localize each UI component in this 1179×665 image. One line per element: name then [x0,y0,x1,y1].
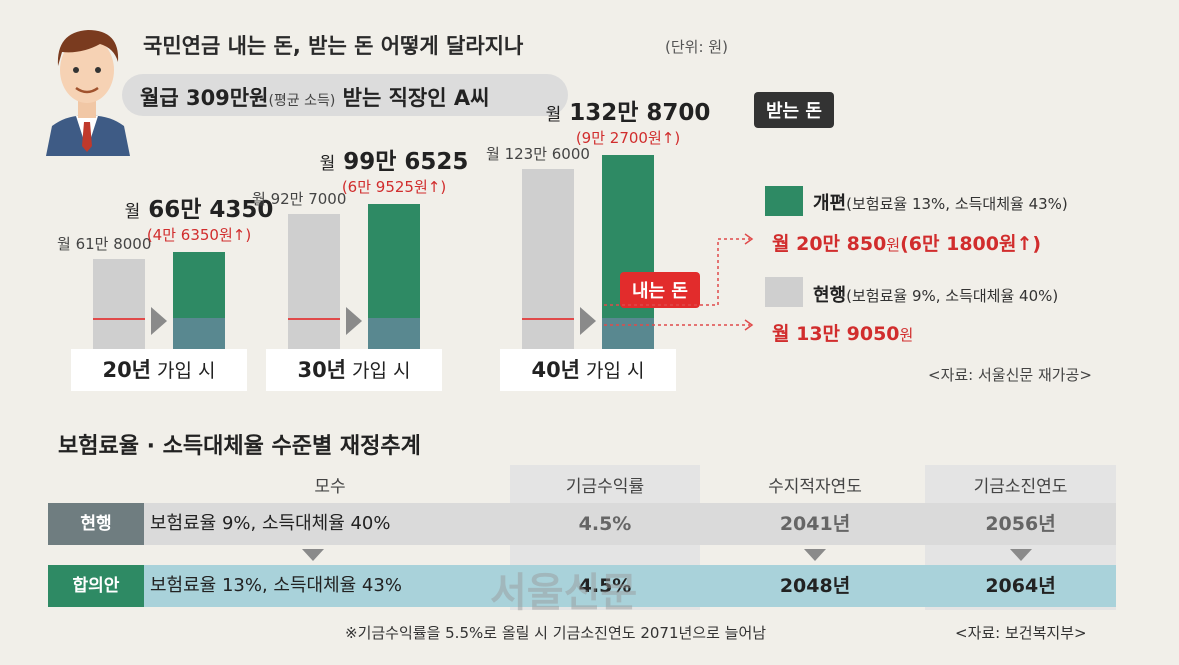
bar-current-2 [288,213,340,349]
down-arrow-params [302,549,324,561]
header-depletion: 기금소진연도 [973,477,1068,497]
bar-current-3 [522,168,574,349]
label-new-prefix-3: 월 [545,105,562,125]
infographic-title: 국민연금 내는 돈, 받는 돈 어떻게 달라지나 [143,34,524,58]
table-row-current [48,503,1116,545]
label-new-1: 월 66만 4350 [113,190,285,224]
row-current-params: 보험료율 9%, 소득대체율 40% [150,513,391,534]
label-new-2: 월 99만 6525 [308,142,480,176]
label-current-3: 월 123만 6000 [486,144,590,163]
table-footnote: ※기금수익률을 5.5%로 올릴 시 기금소진연도 2071년으로 늘어남 [345,624,767,642]
legend-current-swatch [765,277,803,307]
label-new-prefix-2: 월 [319,153,336,174]
subject-text: 월급 309만원(평균 소득) 받는 직장인 A씨 [140,82,489,112]
label-new-value-2: 99만 6525 [343,148,469,175]
period-label-3: 40년 가입 시 [500,349,676,391]
legend-current-note: (보험료율 9%, 소득대체율 40%) [846,287,1059,305]
row-current-return: 4.5% [578,513,632,535]
current-pay-amount: 월 13만 9050 [772,323,900,345]
header-deficit: 수지적자연도 [768,477,862,497]
label-new-value-3: 132만 8700 [569,100,711,126]
bar-new-3 [602,155,654,349]
legend-current-pay: 월 13만 9050원 [772,319,913,346]
legend-new-note: (보험료율 13%, 소득대체율 43%) [846,195,1068,213]
paid-overlay-new-3 [602,317,654,349]
row-agreement-label: 합의안 [48,565,144,607]
period-suffix-3: 가입 시 [580,360,645,382]
pay-tag: 내는 돈 [620,272,700,308]
row-agreement-deficit: 2048년 [779,575,851,597]
table-row-agreement [48,565,1116,607]
subject-main: 월급 309만원 [140,86,269,110]
row-current-depletion: 2056년 [985,513,1056,535]
label-increase-1: (4만 6350원↑) [146,226,252,244]
row-agreement-return: 4.5% [578,575,632,597]
header-return: 기금수익률 [565,477,645,497]
table-title: 보험료율 · 소득대체율 수준별 재정추계 [58,434,421,459]
new-pay-unit: 원 [886,236,901,254]
period-label-1: 20년 가입 시 [71,349,247,391]
down-arrow-deficit [804,549,826,561]
period-label-2: 30년 가입 시 [266,349,442,391]
label-new-3: 월 132만 8700 [542,93,714,127]
bar-arrow-2 [346,307,362,335]
label-increase-3: (9만 2700원↑) [575,129,681,147]
period-years-2: 30년 [297,358,346,382]
paid-overlay-new-1 [173,317,225,349]
chart-source: <자료: 서울신문 재가공> [928,366,1092,384]
period-suffix-1: 가입 시 [151,360,216,382]
subject-pill [122,74,568,116]
period-years-1: 20년 [102,358,151,382]
new-pay-increase: (6만 1800원↑) [900,233,1042,255]
bar-arrow-1 [151,307,167,335]
new-pay-amount: 월 20만 850 [772,233,887,255]
down-arrow-depletion [1010,549,1032,561]
legend-current-name: 현행 [813,285,847,306]
legend-new-pay: 월 20만 850원(6만 1800원↑) [772,229,1041,256]
bar-arrow-3 [580,307,596,335]
label-current-2: 월 92만 7000 [252,189,347,208]
paid-line-current-1 [93,317,145,320]
label-new-prefix-1: 월 [124,202,141,222]
period-years-3: 40년 [531,358,580,382]
paid-line-current-3 [522,317,574,320]
paid-overlay-new-2 [368,317,420,349]
period-suffix-2: 가입 시 [346,360,411,382]
row-current-deficit: 2041년 [779,513,851,535]
legend-new-name: 개편 [813,193,847,214]
paid-line-current-2 [288,317,340,320]
table-source: <자료: 보건복지부> [955,624,1087,642]
receive-tag: 받는 돈 [754,92,834,128]
newspaper-watermark: 서울신문 [490,570,638,616]
row-agreement-depletion: 2064년 [985,575,1056,597]
row-current-label: 현행 [48,503,144,545]
label-current-1: 월 61만 8000 [57,234,152,253]
subject-note: (평균 소득) [268,93,336,109]
unit-label: (단위: 원) [665,38,728,56]
current-pay-unit: 원 [899,326,914,344]
row-agreement-params: 보험료율 13%, 소득대체율 43% [150,575,402,596]
header-params: 모수 [314,477,346,497]
bar-current-1 [93,258,145,349]
label-increase-2: (6만 9525원↑) [341,177,447,196]
label-new-value-1: 66만 4350 [148,197,274,223]
guide-lines [604,233,754,331]
legend-new-swatch [765,186,803,216]
legend-new: 개편(보험료율 13%, 소득대체율 43%) [813,189,1068,215]
legend-current: 현행(보험료율 9%, 소득대체율 40%) [813,281,1058,307]
subject-rest: 받는 직장인 A씨 [335,86,490,110]
man-avatar-illustration [46,30,130,156]
